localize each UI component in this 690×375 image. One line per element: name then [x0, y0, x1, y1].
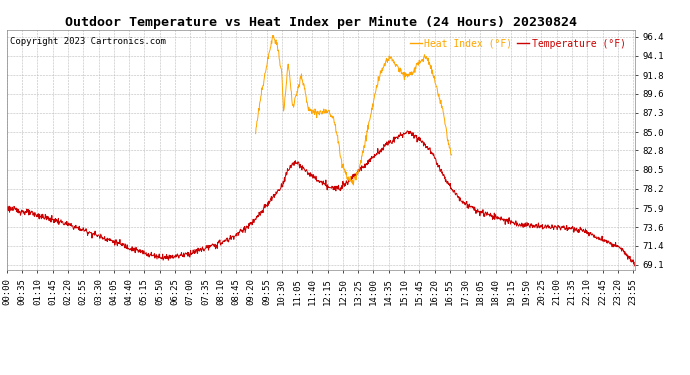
Legend: Heat Index (°F), Temperature (°F): Heat Index (°F), Temperature (°F) [406, 35, 630, 52]
Title: Outdoor Temperature vs Heat Index per Minute (24 Hours) 20230824: Outdoor Temperature vs Heat Index per Mi… [65, 16, 577, 29]
Text: Copyright 2023 Cartronics.com: Copyright 2023 Cartronics.com [10, 37, 166, 46]
